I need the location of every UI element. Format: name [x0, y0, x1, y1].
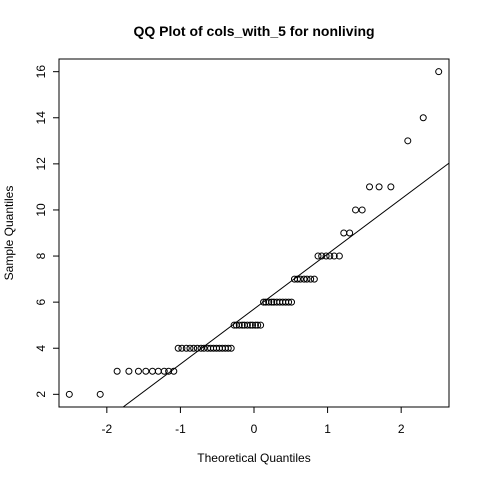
y-tick-label: 14	[34, 111, 48, 125]
data-point	[65, 390, 73, 398]
data-point	[170, 367, 178, 375]
data-point	[268, 298, 276, 306]
data-point	[165, 367, 173, 375]
x-axis-label: Theoretical Quantiles	[197, 451, 310, 465]
data-point	[142, 367, 150, 375]
data-point	[193, 344, 201, 352]
data-point	[235, 321, 243, 329]
data-point	[404, 137, 412, 145]
x-axis: -2 -1 0 1 2	[101, 407, 405, 436]
data-point	[230, 321, 238, 329]
data-point	[174, 344, 182, 352]
data-point	[293, 275, 301, 283]
data-point	[419, 114, 427, 122]
y-tick-label: 16	[34, 65, 48, 79]
data-point	[186, 344, 194, 352]
y-tick-label: 4	[34, 345, 48, 352]
data-point	[190, 344, 198, 352]
data-point	[307, 275, 315, 283]
data-point	[318, 252, 326, 260]
data-point	[154, 367, 162, 375]
data-point	[322, 252, 330, 260]
data-point	[285, 298, 293, 306]
data-point	[254, 321, 262, 329]
x-tick-label: 2	[398, 422, 405, 436]
data-point	[178, 344, 186, 352]
x-tick-label: 0	[251, 422, 258, 436]
data-point	[197, 344, 205, 352]
data-point	[288, 298, 296, 306]
data-point	[330, 252, 338, 260]
data-point	[326, 252, 334, 260]
data-point	[125, 367, 133, 375]
x-tick-label: 1	[324, 422, 331, 436]
data-point	[134, 367, 142, 375]
y-tick-label: 6	[34, 298, 48, 305]
data-point	[249, 321, 257, 329]
y-tick-label: 12	[34, 157, 48, 171]
data-point	[335, 252, 343, 260]
y-tick-label: 10	[34, 203, 48, 217]
data-point	[257, 321, 265, 329]
data-point	[200, 344, 208, 352]
data-point	[366, 183, 374, 191]
y-axis-label: Sample Quantiles	[2, 186, 16, 281]
data-point	[160, 367, 168, 375]
data-point	[314, 252, 322, 260]
data-point	[435, 68, 443, 76]
y-tick-label: 8	[34, 252, 48, 259]
x-tick-label: -1	[175, 422, 186, 436]
points-layer	[65, 68, 443, 398]
data-point	[340, 229, 348, 237]
data-point	[265, 298, 273, 306]
data-point	[238, 321, 246, 329]
y-tick-label: 2	[34, 391, 48, 398]
reference-line	[122, 162, 450, 408]
data-point	[352, 206, 360, 214]
data-point	[300, 275, 308, 283]
data-point	[387, 183, 395, 191]
data-point	[260, 298, 268, 306]
reference-line-layer	[122, 162, 450, 408]
chart-title: QQ Plot of cols_with_5 for nonliving	[133, 23, 374, 39]
data-point	[224, 344, 232, 352]
data-point	[243, 321, 251, 329]
data-point	[227, 344, 235, 352]
data-point	[375, 183, 383, 191]
data-point	[182, 344, 190, 352]
data-point	[251, 321, 259, 329]
y-axis: 2 4 6 8 10 12 14 16	[34, 65, 59, 398]
data-point	[113, 367, 121, 375]
data-point	[96, 390, 104, 398]
data-point	[310, 275, 318, 283]
data-point	[358, 206, 366, 214]
data-point	[346, 229, 354, 237]
plot-frame	[58, 58, 450, 408]
data-point	[148, 367, 156, 375]
data-point	[246, 321, 254, 329]
data-point	[296, 275, 304, 283]
x-tick-label: -2	[101, 422, 112, 436]
data-point	[303, 275, 311, 283]
